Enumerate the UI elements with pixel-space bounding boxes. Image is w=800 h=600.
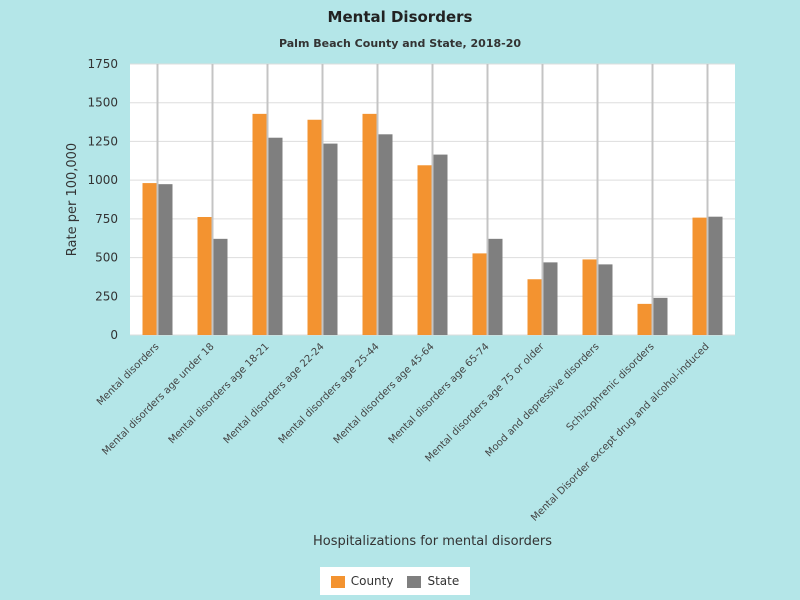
- chart-subtitle: Palm Beach County and State, 2018-20: [278, 37, 522, 50]
- y-axis-title: Rate per 100,000: [65, 143, 80, 256]
- bar-county: [362, 113, 377, 335]
- y-tick-label: 500: [95, 251, 118, 265]
- legend-label: County: [350, 574, 394, 588]
- bar-county: [417, 165, 432, 335]
- legend-label: State: [427, 574, 460, 588]
- bar-state: [268, 137, 283, 335]
- x-tick-label: Mood and depressive disorders: [484, 341, 602, 459]
- county-swatch: [330, 575, 345, 588]
- bar-state: [488, 238, 503, 335]
- bar-county: [527, 279, 542, 335]
- bar-county: [472, 253, 487, 335]
- bar-county: [692, 217, 707, 335]
- y-tick-label: 750: [95, 212, 118, 226]
- y-tick-label: 1250: [87, 134, 118, 148]
- y-tick-label: 0: [110, 328, 118, 342]
- x-tick-label: Mental disorders age 75 or older: [423, 341, 547, 465]
- bar-state: [158, 184, 173, 335]
- y-tick-label: 1750: [87, 57, 118, 71]
- y-tick-label: 250: [95, 289, 118, 303]
- state-swatch: [407, 575, 422, 588]
- bar-state: [323, 143, 338, 335]
- x-axis-title: Hospitalizations for mental disorders: [313, 534, 552, 549]
- y-tick-label: 1000: [87, 173, 118, 187]
- bar-county: [637, 303, 652, 335]
- bar-state: [213, 238, 228, 335]
- bar-state: [378, 134, 393, 335]
- legend-item-state[interactable]: State: [407, 574, 459, 588]
- chart-title: Mental Disorders: [327, 8, 473, 26]
- x-tick-label: Mental disorders age 45-64: [332, 341, 437, 446]
- x-tick-label: Mental disorders age under 18: [100, 341, 216, 457]
- bar-county: [582, 259, 597, 335]
- x-tick-label: Mental disorders age 25-44: [277, 341, 382, 446]
- bar-county: [197, 216, 212, 335]
- bar-county: [252, 113, 267, 335]
- x-tick-label: Mental disorders age 18-21: [167, 341, 272, 446]
- bar-state: [433, 154, 448, 335]
- x-tick-label: Mental disorders age 22-24: [222, 341, 327, 446]
- bar-state: [598, 264, 613, 335]
- legend-item-county[interactable]: County: [330, 574, 394, 588]
- bar-county: [142, 183, 157, 335]
- legend: County State: [320, 567, 470, 595]
- bar-county: [307, 119, 322, 336]
- bar-state: [708, 216, 723, 335]
- x-tick-label: Mental disorders age 65-74: [387, 341, 492, 446]
- x-tick-label: Schizophrenic disorders: [565, 341, 657, 433]
- bar-state: [653, 297, 668, 335]
- bar-state: [543, 262, 558, 335]
- y-tick-label: 1500: [87, 96, 118, 110]
